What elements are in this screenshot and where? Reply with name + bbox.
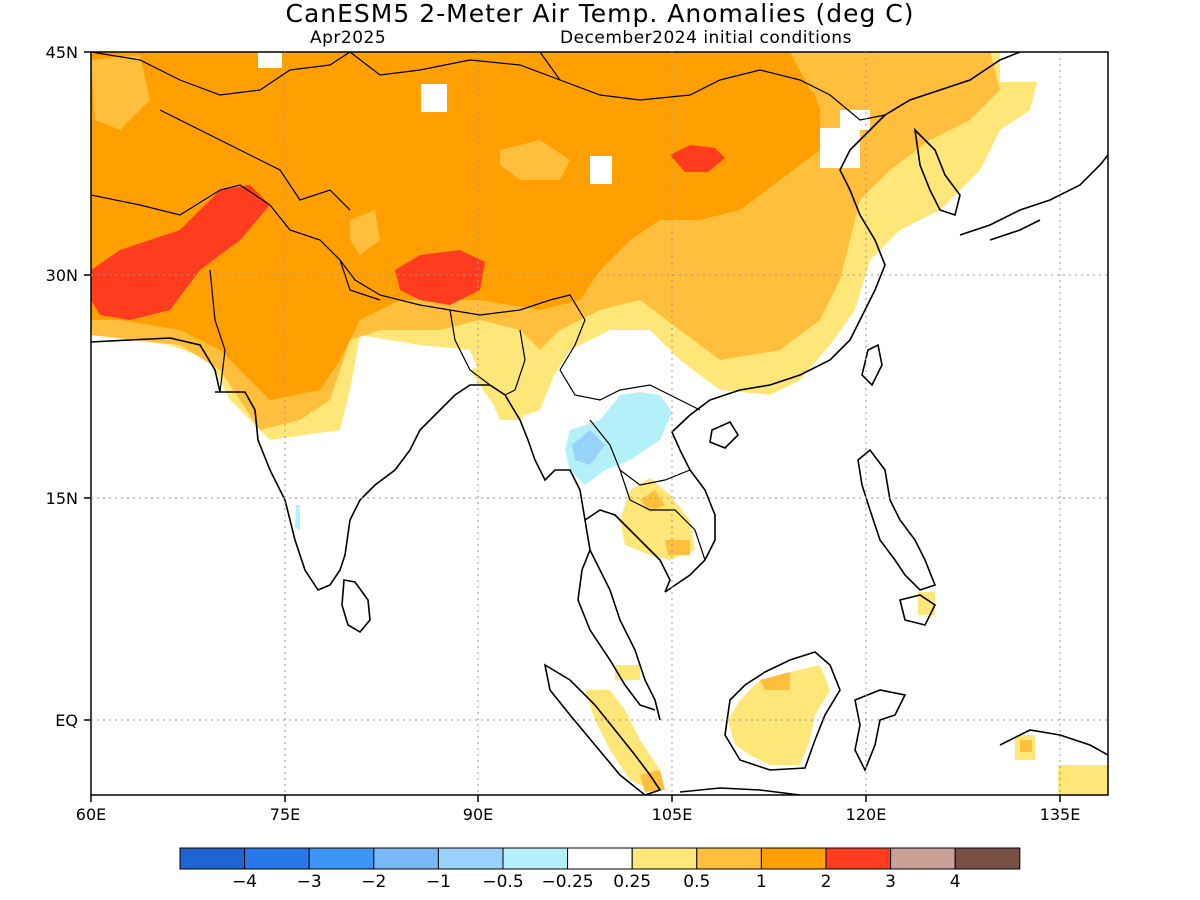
colorbar-label: 2: [821, 872, 832, 892]
lat-label-45n: 45N: [46, 43, 78, 62]
coastlines: [91, 52, 1108, 795]
lon-label-135e: 135E: [1040, 805, 1081, 824]
colorbar-label: −2: [361, 872, 386, 892]
colorbar: −4 −3 −2 −1 −0.5 −0.25 0.25 0.5 1 2 3 4: [179, 847, 1021, 892]
colorbar-swatch: [437, 847, 504, 870]
colorbar-swatch: [825, 847, 892, 870]
anomaly-region-1-2: [91, 52, 820, 400]
colorbar-swatch: [308, 847, 375, 870]
colorbar-label: 3: [885, 872, 896, 892]
lon-label-60e: 60E: [76, 805, 106, 824]
anomaly-region-2-3-tibet: [395, 250, 485, 305]
anomaly-region-borneo: [728, 665, 830, 765]
colorbar-label: −0.5: [482, 872, 523, 892]
tick-marks: [84, 51, 1061, 802]
lon-label-120e: 120E: [846, 805, 887, 824]
map-title: CanESM5 2-Meter Air Temp. Anomalies (deg…: [285, 0, 915, 28]
colorbar-label: −3: [297, 872, 322, 892]
colorbar-swatch: [954, 847, 1021, 870]
colorbar-label: 0.25: [613, 872, 651, 892]
colorbar-swatch: [502, 847, 569, 870]
lat-label-eq: EQ: [55, 711, 78, 730]
colorbar-swatch: [179, 847, 246, 870]
colorbar-swatch: [890, 847, 956, 870]
anomaly-shading: [91, 52, 1108, 795]
colorbar-label: −0.25: [542, 872, 594, 892]
plot-frame: [90, 51, 1109, 796]
init-conditions-label: December2024 initial conditions: [560, 28, 852, 48]
colorbar-label: 1: [756, 872, 767, 892]
colorbar-label: −4: [232, 872, 257, 892]
lon-label-75e: 75E: [270, 805, 300, 824]
colorbar-swatch: [760, 847, 827, 870]
colorbar-swatch: [567, 847, 633, 870]
colorbar-label: 4: [950, 872, 961, 892]
lat-label-30n: 30N: [46, 266, 78, 285]
colorbar-swatch: [631, 847, 698, 870]
gridlines: [91, 52, 1108, 795]
colorbar-label: 0.5: [683, 872, 710, 892]
anomaly-region-2-3-north: [670, 145, 725, 172]
colorbar-label: −1: [426, 872, 451, 892]
lat-label-15n: 15N: [46, 489, 78, 508]
colorbar-swatch: [373, 847, 439, 870]
lon-label-90e: 90E: [463, 805, 493, 824]
colorbar-swatch: [244, 847, 310, 870]
valid-month-label: Apr2025: [310, 28, 387, 48]
anomaly-region-cold-blue: [572, 430, 605, 465]
anomaly-region-2-3-west: [91, 185, 270, 320]
lon-label-105e: 105E: [652, 805, 693, 824]
colorbar-swatch: [696, 847, 762, 870]
country-borders: [91, 52, 886, 561]
